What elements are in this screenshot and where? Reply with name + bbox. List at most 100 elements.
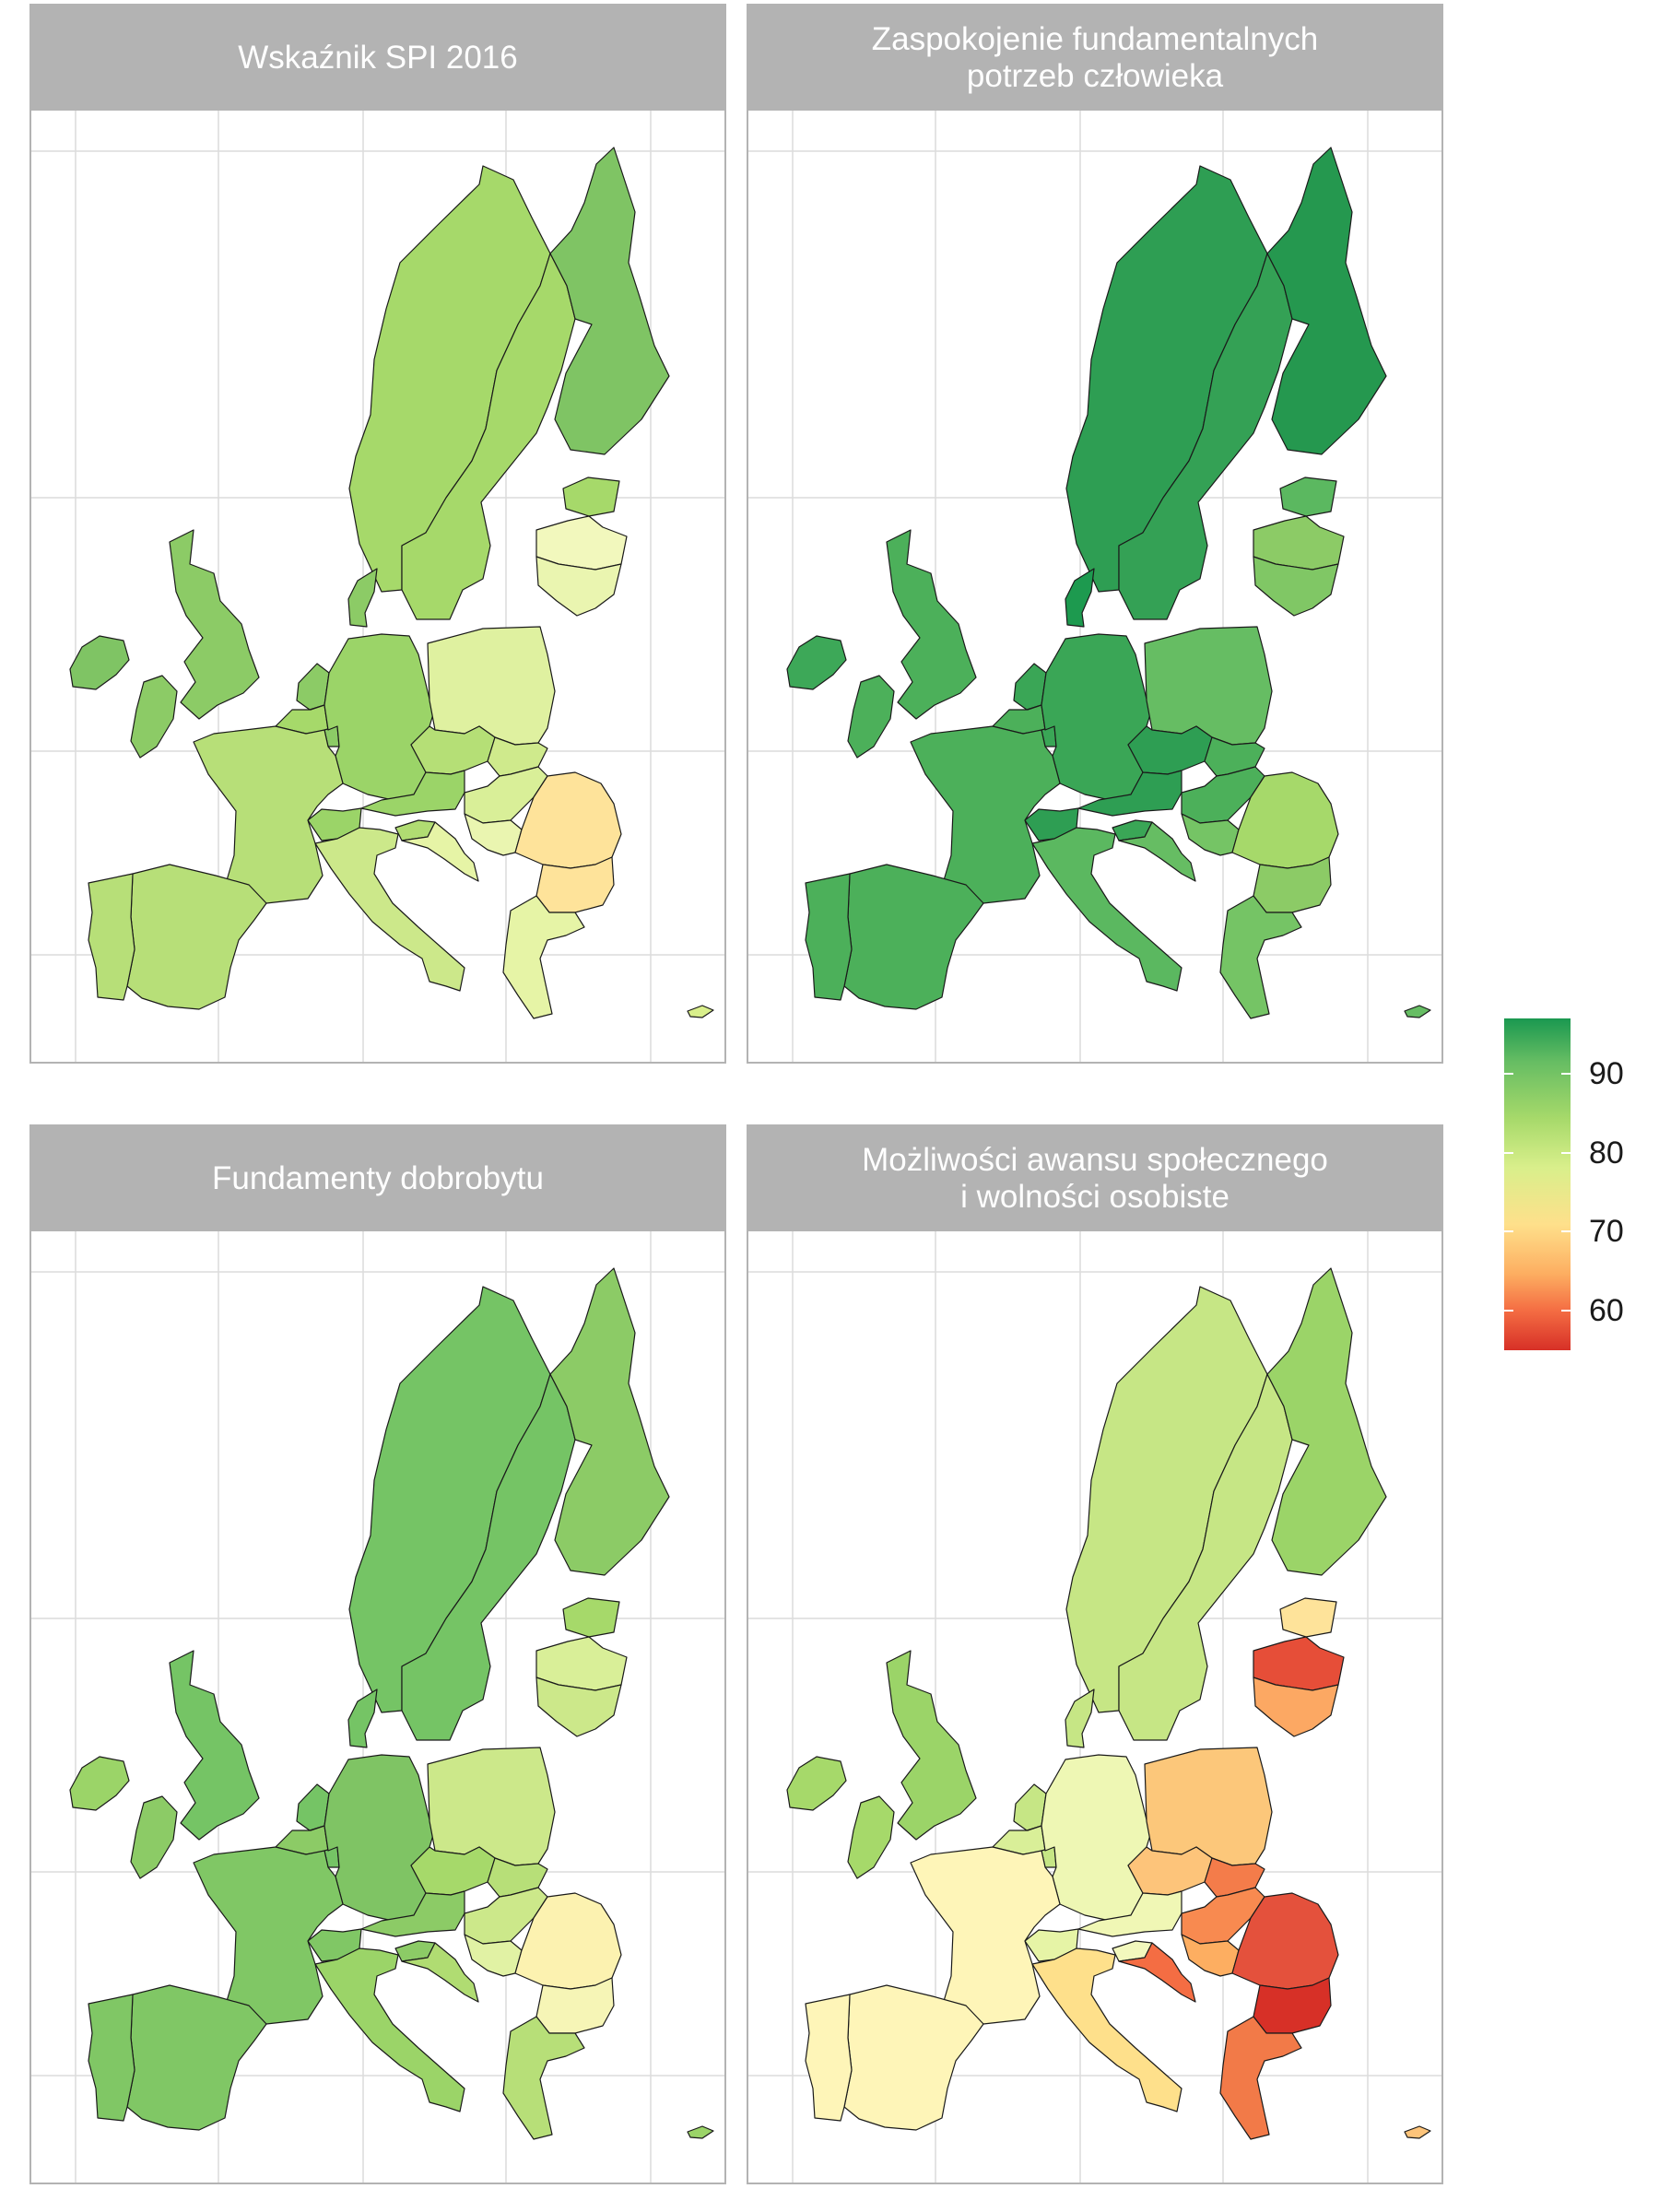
europe-map (31, 111, 724, 1062)
country-at (360, 1890, 465, 1937)
legend-colorbar (1504, 1018, 1571, 1350)
country-se (1118, 1373, 1293, 1741)
panel-title-strip: Fundamenty dobrobytu (31, 1126, 724, 1231)
country-it (314, 827, 465, 992)
country-cy (1404, 2125, 1431, 2139)
country-ie (130, 675, 178, 759)
legend-tick-mark (1561, 1310, 1571, 1312)
country-at (1077, 1890, 1182, 1937)
legend-tick-label: 60 (1589, 1293, 1624, 1329)
country-pt (88, 873, 135, 1001)
country-gr (1219, 2016, 1302, 2140)
color-legend: 90 80 70 60 (1504, 1018, 1652, 1369)
europe-map (31, 1231, 724, 2183)
country-nl (296, 1783, 330, 1831)
country-fi (1266, 147, 1387, 455)
country-se (401, 1373, 576, 1741)
panel-title: Możliwości awansu społecznego i wolności… (862, 1142, 1328, 1215)
country-ch (307, 807, 362, 841)
country-lt (1253, 1677, 1339, 1737)
country-ee (1279, 1597, 1337, 1638)
country-ch (1024, 807, 1079, 841)
country-pl (1144, 626, 1273, 746)
legend-tick-mark (1504, 1073, 1513, 1075)
country-fr (193, 725, 344, 904)
country-fi (549, 1267, 670, 1576)
country-hr (401, 1942, 479, 2003)
country-hr (1118, 821, 1196, 882)
map-panel-opportunity: Możliwości awansu społecznego i wolności… (747, 1124, 1443, 2184)
country-gb (886, 1650, 977, 1841)
country-pt (88, 1994, 135, 2122)
country-hr (1118, 1942, 1196, 2003)
country-ie (847, 1795, 895, 1879)
country-es (843, 1984, 984, 2131)
countries (786, 1267, 1431, 2140)
country-dk (347, 568, 378, 628)
country-gb (169, 529, 260, 720)
country-gr (1219, 895, 1302, 1019)
country-it (314, 1947, 465, 2112)
country-dk (1065, 568, 1095, 628)
legend-tick-mark (1561, 1073, 1571, 1075)
country-fr (910, 725, 1061, 904)
panel-title-strip: Możliwości awansu społecznego i wolności… (748, 1126, 1441, 1231)
legend-tick-mark (1504, 1230, 1513, 1233)
countries (69, 147, 714, 1019)
country-cy (1404, 1005, 1431, 1018)
panel-title: Wskaźnik SPI 2016 (238, 40, 518, 76)
country-cz (1127, 1846, 1213, 1896)
country-ie (130, 1795, 178, 1879)
country-pl (427, 1747, 556, 1866)
country-at (1077, 770, 1182, 817)
country-cz (1127, 725, 1213, 775)
country-it (1031, 1947, 1182, 2112)
legend-tick-label: 70 (1589, 1214, 1624, 1250)
country-nl (1013, 1783, 1047, 1831)
country-cz (410, 725, 496, 775)
panel-title-strip: Wskaźnik SPI 2016 (31, 6, 724, 111)
map-panel-basic-needs: Zaspokojenie fundamentalnych potrzeb czł… (747, 4, 1443, 1064)
panel-title-strip: Zaspokojenie fundamentalnych potrzeb czł… (748, 6, 1441, 111)
country-ee (1279, 477, 1337, 517)
map-panel-spi-2016: Wskaźnik SPI 2016 (29, 4, 726, 1064)
country-nl (1013, 663, 1047, 711)
country-fi (1266, 1267, 1387, 1576)
legend-tick-mark (1504, 1151, 1513, 1154)
country-fr (910, 1846, 1061, 2025)
country-fr (193, 1846, 344, 2025)
country-se (401, 253, 576, 620)
country-es (126, 864, 267, 1010)
legend-tick-label: 80 (1589, 1135, 1624, 1171)
country-gr (502, 2016, 585, 2140)
country-se (1118, 253, 1293, 620)
country-ee (562, 1597, 620, 1638)
country-is (69, 635, 130, 690)
country-ch (307, 1928, 362, 1962)
countries (786, 147, 1431, 1019)
country-pl (1144, 1747, 1273, 1866)
country-dk (347, 1688, 378, 1748)
country-es (843, 864, 984, 1010)
country-pt (805, 873, 853, 1001)
countries (69, 1267, 714, 2140)
country-pt (805, 1994, 853, 2122)
legend-tick-mark (1504, 1310, 1513, 1312)
country-is (786, 635, 847, 690)
country-nl (296, 663, 330, 711)
country-at (360, 770, 465, 817)
country-is (69, 1756, 130, 1811)
country-is (786, 1756, 847, 1811)
country-hr (401, 821, 479, 882)
country-gr (502, 895, 585, 1019)
country-es (126, 1984, 267, 2131)
country-pl (427, 626, 556, 746)
country-lt (535, 1677, 622, 1737)
europe-map (748, 1231, 1441, 2183)
country-lt (1253, 556, 1339, 617)
legend-tick-mark (1561, 1230, 1571, 1233)
map-panel-foundations-wellbeing: Fundamenty dobrobytu (29, 1124, 726, 2184)
country-ie (847, 675, 895, 759)
country-lt (535, 556, 622, 617)
europe-map (748, 111, 1441, 1062)
